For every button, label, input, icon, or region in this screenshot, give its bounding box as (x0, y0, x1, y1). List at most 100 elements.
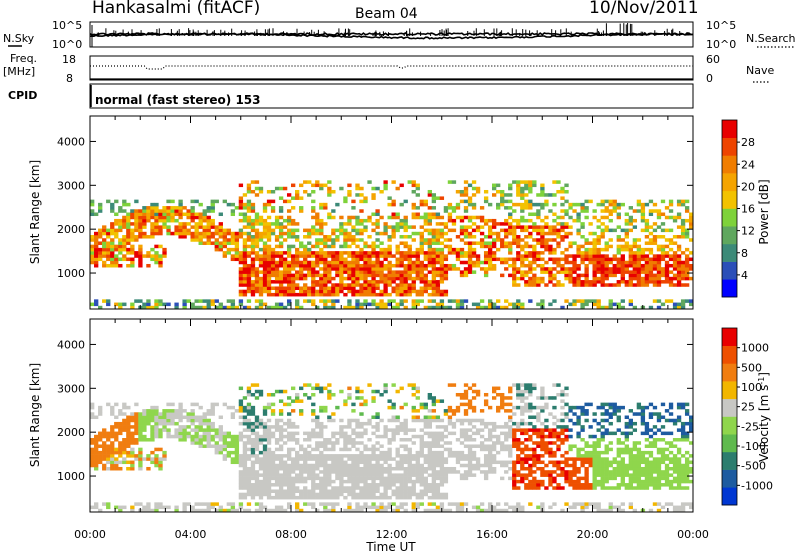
power-cell (680, 218, 686, 223)
velocity-cell (307, 463, 312, 468)
power-cell (684, 209, 690, 213)
power-cell (536, 263, 541, 268)
velocity-cell (162, 415, 167, 420)
power-cell (415, 270, 420, 274)
velocity-cell (214, 434, 219, 439)
power-cell (114, 218, 119, 223)
velocity-cell (379, 473, 384, 477)
power-cell (274, 292, 280, 297)
velocity-cell (496, 409, 501, 413)
velocity-cell (307, 502, 312, 506)
power-cell (218, 302, 223, 307)
power-cell (323, 202, 328, 207)
velocity-cell (419, 489, 424, 493)
velocity-cell (524, 476, 529, 481)
power-cell (286, 199, 292, 204)
velocity-cell (399, 386, 404, 391)
power-cell (355, 228, 360, 233)
power-cell (612, 263, 617, 268)
power-cell (286, 244, 292, 249)
power-cell (596, 218, 601, 223)
power-cell (403, 270, 408, 274)
power-cell (572, 241, 577, 245)
power-cell (592, 247, 597, 252)
velocity-cell (130, 438, 135, 442)
velocity-cell (274, 470, 280, 474)
velocity-cell (552, 428, 557, 432)
velocity-cell (335, 492, 340, 497)
power-cell (483, 270, 489, 274)
power-cell (323, 183, 328, 188)
velocity-cell (467, 447, 473, 452)
power-cell (258, 235, 264, 239)
power-cell (576, 231, 581, 236)
velocity-cell (496, 434, 501, 439)
velocity-cell (508, 444, 513, 448)
velocity-cell (206, 505, 211, 510)
power-cell (560, 238, 565, 242)
power-cell (668, 263, 674, 268)
power-cell (387, 260, 392, 265)
velocity-cell (194, 508, 199, 512)
velocity-cell (399, 489, 404, 493)
velocity-cell (383, 454, 388, 458)
velocity-cell (516, 444, 521, 448)
power-cell (198, 305, 203, 309)
power-cell (347, 273, 352, 278)
power-cell (431, 260, 437, 265)
power-cell (600, 254, 605, 258)
velocity-cell (576, 450, 581, 455)
power-cell (387, 299, 392, 303)
velocity-cell (439, 466, 445, 471)
velocity-cell (504, 508, 509, 512)
power-cell (315, 222, 320, 226)
power-cell (323, 235, 328, 239)
velocity-cell (463, 473, 469, 477)
velocity-cell (419, 402, 424, 407)
power-cell (660, 228, 666, 233)
power-cell (355, 289, 360, 294)
velocity-cell (548, 450, 553, 455)
velocity-cell (178, 409, 183, 413)
power-cell (624, 212, 629, 217)
power-cell (210, 241, 215, 245)
velocity-cell (500, 441, 505, 445)
power-cell (624, 228, 629, 233)
velocity-cell (399, 505, 404, 510)
power-cell (210, 202, 215, 207)
power-cell (138, 225, 143, 229)
power-cell (270, 270, 276, 274)
power-cell (375, 231, 380, 236)
power-cell (608, 305, 613, 309)
velocity-cell (262, 486, 268, 490)
velocity-cell (278, 418, 284, 423)
power-cell (355, 280, 360, 284)
velocity-cell (371, 447, 376, 452)
power-cell (106, 302, 111, 307)
velocity-cell (508, 460, 513, 465)
power-cell (102, 260, 107, 265)
velocity-cell (102, 502, 107, 506)
power-cell (118, 244, 123, 249)
power-cell (600, 209, 605, 213)
power-cell (238, 302, 244, 307)
velocity-cell (218, 431, 223, 436)
velocity-cell (383, 428, 388, 432)
velocity-cell (226, 431, 231, 436)
power-cell (612, 228, 617, 233)
velocity-cell (447, 447, 453, 452)
velocity-cell (146, 457, 151, 461)
power-cell (536, 280, 541, 284)
power-cell (680, 202, 686, 207)
velocity-cell (359, 431, 364, 436)
velocity-cell (323, 508, 328, 512)
power-cell (600, 280, 605, 284)
velocity-cell (234, 444, 240, 448)
power-cell (130, 222, 135, 226)
power-cell (399, 225, 404, 229)
velocity-cell (122, 428, 127, 432)
power-cell (588, 251, 593, 255)
power-cell (303, 247, 308, 252)
velocity-cell (576, 434, 581, 439)
velocity-cell (118, 505, 123, 510)
